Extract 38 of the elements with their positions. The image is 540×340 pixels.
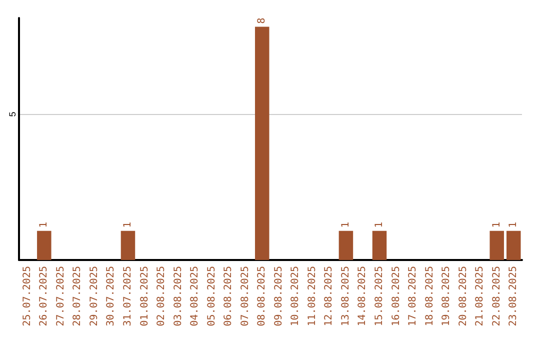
x-tick-label: 25.07.2025 [22, 266, 33, 326]
x-tick-label: 22.08.2025 [491, 266, 502, 326]
data-label: 1 [491, 222, 502, 228]
data-label: 8 [256, 18, 268, 24]
data-label: 1 [374, 222, 385, 228]
data-label: 1 [122, 222, 134, 228]
x-tick-label: 02.08.2025 [156, 266, 168, 326]
x-tick-label: 07.08.2025 [240, 266, 251, 326]
x-tick-label: 15.08.2025 [374, 266, 385, 326]
y-tick-label: 5 [8, 112, 18, 117]
x-tick-label: 16.08.2025 [390, 266, 402, 326]
x-tick-label: 26.07.2025 [38, 266, 50, 326]
x-tick-label: 01.08.2025 [139, 266, 150, 326]
x-tick-label: 28.07.2025 [72, 266, 84, 326]
x-tick-label: 03.08.2025 [172, 266, 184, 326]
x-tick-label: 20.08.2025 [458, 266, 469, 326]
x-tick-label: 31.07.2025 [122, 266, 134, 326]
data-label: 1 [340, 222, 352, 228]
x-tick-label: 21.08.2025 [474, 266, 486, 326]
x-tick-label: 06.08.2025 [223, 266, 234, 326]
data-label: 1 [38, 222, 50, 228]
x-tick-label: 23.08.2025 [508, 266, 520, 326]
x-tick-label: 12.08.2025 [324, 266, 335, 326]
data-label: 1 [508, 222, 520, 228]
x-tick-label: 30.07.2025 [106, 266, 117, 326]
x-tick-label: 10.08.2025 [290, 266, 302, 326]
x-tick-label: 18.08.2025 [424, 266, 436, 326]
x-tick-label: 13.08.2025 [340, 266, 352, 326]
x-tick-label: 11.08.2025 [306, 266, 318, 326]
x-tick-label: 08.08.2025 [256, 266, 268, 326]
x-tick-label: 17.08.2025 [408, 266, 419, 326]
x-tick-label: 05.08.2025 [206, 266, 218, 326]
x-tick-label: 14.08.2025 [357, 266, 368, 326]
x-tick-label: 04.08.2025 [190, 266, 201, 326]
x-tick-label: 29.07.2025 [88, 266, 100, 326]
x-tick-label: 27.07.2025 [55, 266, 66, 326]
x-tick-label: 19.08.2025 [441, 266, 452, 326]
x-tick-label: 09.08.2025 [273, 266, 284, 326]
